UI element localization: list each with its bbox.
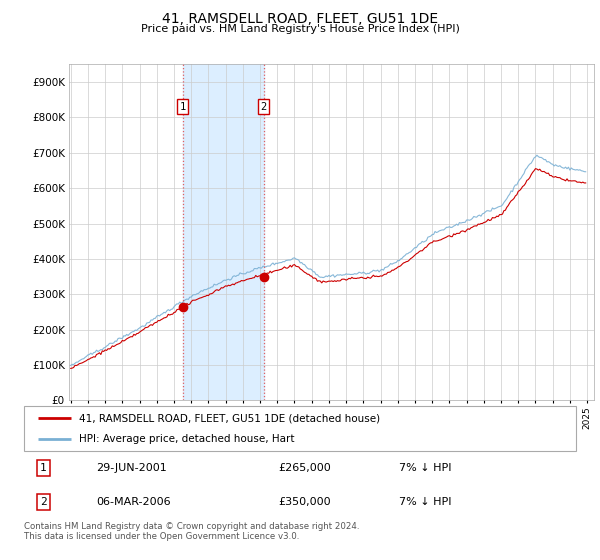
Text: £265,000: £265,000 xyxy=(278,463,331,473)
Text: £350,000: £350,000 xyxy=(278,497,331,507)
Bar xyxy=(182,64,263,400)
Text: 2: 2 xyxy=(40,497,47,507)
Text: Contains HM Land Registry data © Crown copyright and database right 2024.
This d: Contains HM Land Registry data © Crown c… xyxy=(24,522,359,542)
Text: 41, RAMSDELL ROAD, FLEET, GU51 1DE (detached house): 41, RAMSDELL ROAD, FLEET, GU51 1DE (deta… xyxy=(79,413,380,423)
Text: HPI: Average price, detached house, Hart: HPI: Average price, detached house, Hart xyxy=(79,433,295,444)
Text: Price paid vs. HM Land Registry's House Price Index (HPI): Price paid vs. HM Land Registry's House … xyxy=(140,24,460,34)
Text: 2: 2 xyxy=(260,102,266,112)
Text: 29-JUN-2001: 29-JUN-2001 xyxy=(96,463,167,473)
Text: 7% ↓ HPI: 7% ↓ HPI xyxy=(400,497,452,507)
Text: 06-MAR-2006: 06-MAR-2006 xyxy=(96,497,170,507)
Text: 1: 1 xyxy=(179,102,186,112)
Text: 41, RAMSDELL ROAD, FLEET, GU51 1DE: 41, RAMSDELL ROAD, FLEET, GU51 1DE xyxy=(162,12,438,26)
Text: 7% ↓ HPI: 7% ↓ HPI xyxy=(400,463,452,473)
Text: 1: 1 xyxy=(40,463,47,473)
